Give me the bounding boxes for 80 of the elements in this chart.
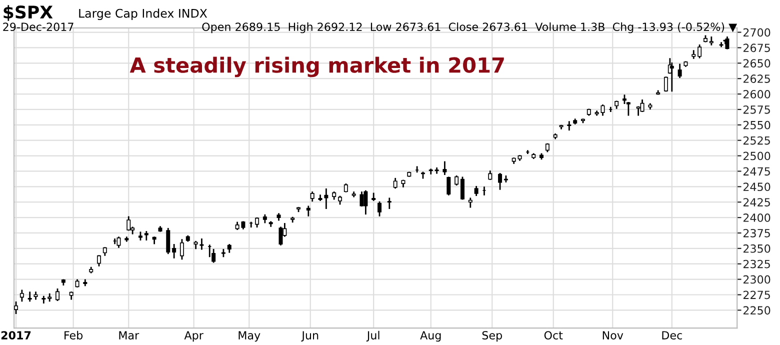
candlestick [144,231,148,240]
candlestick [460,176,464,200]
candlestick [446,176,451,196]
candlestick [278,226,283,246]
x-tick-label: Sep [482,331,502,342]
candlestick [48,293,52,302]
x-tick-label: Nov [602,331,624,340]
y-tick-label: 2275 [743,290,770,300]
candlestick [678,64,682,78]
candlestick [212,248,216,263]
candlestick [372,192,376,201]
x-tick-label: Oct [544,331,563,340]
candlestick [393,178,398,189]
candlestick [324,188,328,209]
y-tick-label: 2700 [743,28,770,37]
candlestick [378,201,382,216]
y-tick-label: 2350 [743,244,770,253]
y-tick-label: 2500 [743,152,770,160]
candlestick [28,292,32,302]
y-tick-label: 2425 [743,198,770,206]
candlestick [567,121,572,131]
x-tick-label: Mar [119,331,140,340]
y-tick-label: 2600 [743,90,770,98]
candlestick [364,190,368,215]
x-tick-label: Jun [301,331,318,342]
annotation: 29-Dec-2017 [3,22,74,32]
y-tick-label: 2375 [743,228,770,238]
candlestick [268,221,273,227]
candlestick [20,290,24,302]
candlestick [468,198,472,208]
x-tick-label: 2017 [1,331,31,340]
candlestick [14,301,18,314]
candlestick [200,238,204,250]
x-tick-label: Feb [64,330,83,340]
candlestick [600,104,605,116]
candlestick [640,100,644,112]
candlestick [442,161,447,176]
candlestick [636,106,640,116]
candlestick [126,216,131,231]
y-tick-label: 2475 [743,167,770,176]
candlestick [670,62,674,92]
candlestick [180,239,184,260]
x-tick-label: Aug [420,331,441,342]
candlestick [387,198,392,209]
y-tick-label: 2625 [743,74,770,83]
candlestick [172,244,176,258]
candlestick [498,173,502,190]
x-tick-label: Apr [184,331,204,342]
x-tick-label: May [238,331,260,342]
y-tick-label: 2550 [743,120,770,130]
x-tick-label: Dec [662,331,682,340]
text: A steadily rising market in 2017 [130,56,504,78]
candlestick [166,228,170,254]
y-tick-label: 2650 [743,59,770,68]
x-tick-label: Jul [366,330,380,342]
candlestick [56,288,60,301]
candlestick [96,255,101,266]
candlestick [306,206,310,216]
candlestick [360,192,364,207]
text: Large Cap Index INDX [79,8,208,20]
y-tick-label: 2525 [743,136,770,145]
candlestick [698,44,702,58]
y-tick-label: 2400 [743,214,770,222]
candlestick [664,76,668,92]
y-tick-label: 2450 [743,182,770,192]
y-tick-label: 2300 [743,275,770,284]
candlestick [318,194,322,201]
candlestick [34,292,38,300]
y-tick-label: 2575 [743,105,770,114]
candlestick [434,167,439,174]
candlestick [42,296,46,304]
y-tick-label: 2250 [743,306,770,315]
y-tick-label: 2325 [743,260,770,268]
candlestick [709,36,714,46]
annotation: Open 2689.15 High 2692.12 Low 2673.61 Close 2673.61 Volume 1.3B Chg -13.93 (-0.52%) ▼ [202,22,738,34]
candlestick [428,168,433,174]
candlestick [83,279,88,286]
y-tick-label: 2675 [743,44,770,52]
candlestick [116,236,121,248]
text: $SPX [4,5,53,21]
